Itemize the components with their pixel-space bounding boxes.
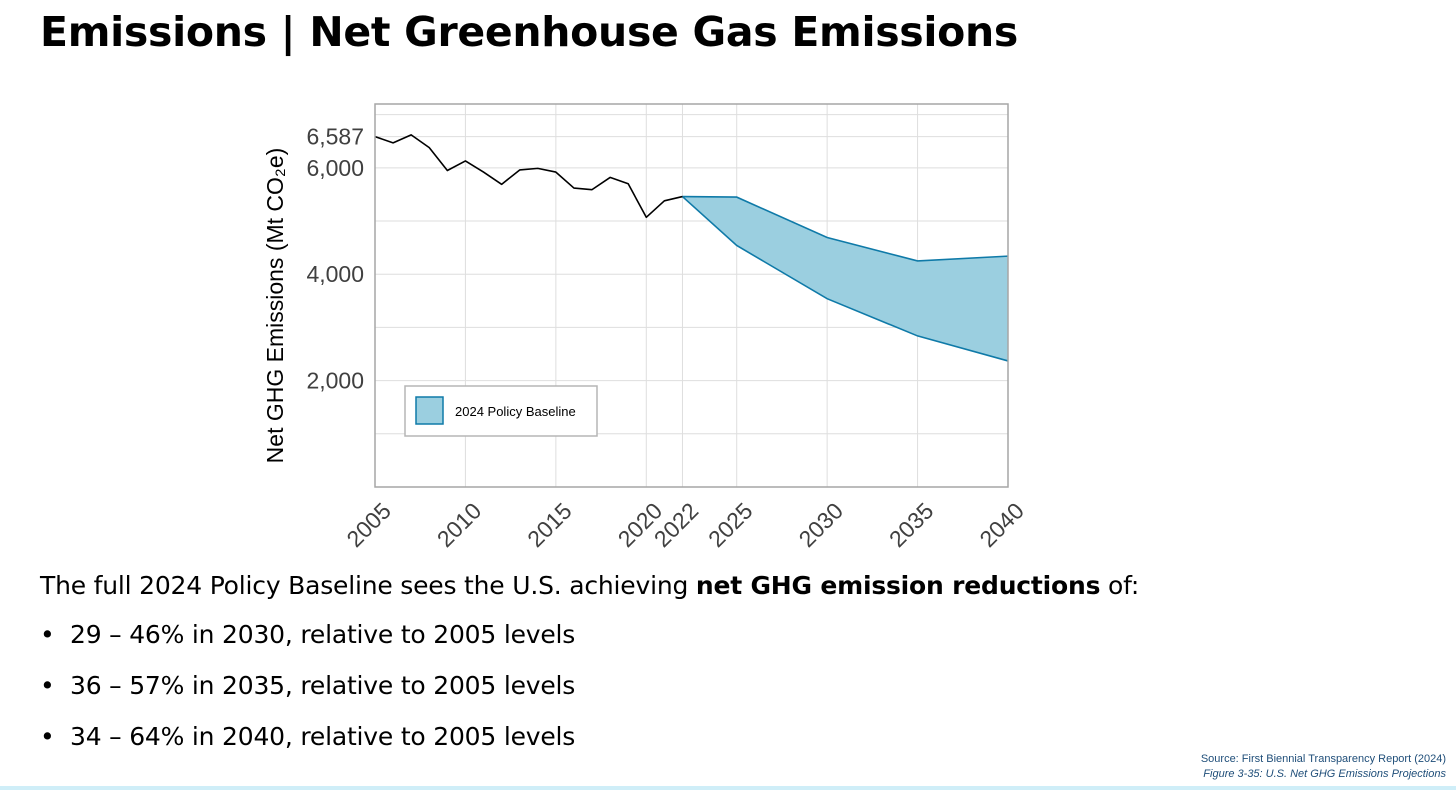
summary-bold: net GHG emission reductions <box>695 571 1101 600</box>
bullet-item: • 36 – 57% in 2035, relative to 2005 leve… <box>40 671 575 722</box>
legend-swatch <box>415 396 444 425</box>
bullet-item: • 34 – 64% in 2040, relative to 2005 leve… <box>40 722 575 773</box>
bullet-symbol: • <box>40 620 55 649</box>
y-tick-label: 4,000 <box>306 261 364 287</box>
chart-legend: 2024 Policy Baseline <box>404 385 598 437</box>
legend-label: 2024 Policy Baseline <box>455 404 576 419</box>
x-tick-label: 2035 <box>884 498 939 553</box>
historical-emissions <box>374 134 683 219</box>
x-tick-label: 2015 <box>522 498 577 553</box>
x-tick-label: 2030 <box>793 498 848 553</box>
bullet-symbol: • <box>40 671 55 700</box>
source-citation: Source: First Biennial Transparency Repo… <box>1201 752 1446 782</box>
y-axis-label: Net GHG Emissions (Mt CO₂e) <box>262 148 288 464</box>
summary-prefix: The full 2024 Policy Baseline sees the U… <box>40 571 696 600</box>
policy-baseline-band <box>681 195 1009 362</box>
bullet-text: 36 – 57% in 2035, relative to 2005 level… <box>70 671 576 700</box>
x-tick-label: 2010 <box>432 498 487 553</box>
summary-suffix: of: <box>1100 571 1140 600</box>
policy-baseline-lower-line <box>681 195 1009 362</box>
plot-frame <box>374 103 1009 488</box>
x-tick-label: 2040 <box>974 498 1029 553</box>
source-line: Source: First Biennial Transparency Repo… <box>1200 753 1446 765</box>
policy-baseline-area <box>682 196 1008 361</box>
bottom-rule <box>0 786 1456 790</box>
bullet-text: 34 – 64% in 2040, relative to 2005 level… <box>70 722 576 751</box>
y-tick-label: 6,587 <box>306 124 364 150</box>
y-tick-label: 2,000 <box>306 368 364 394</box>
policy-baseline-upper-line <box>682 195 1009 262</box>
summary-text: The full 2024 Policy Baseline sees the U… <box>40 571 1139 600</box>
figure-caption: Figure 3-35: U.S. Net GHG Emissions Proj… <box>1203 768 1446 780</box>
slide-title: Emissions | Net Greenhouse Gas Emissions <box>40 8 1019 56</box>
x-tick-label: 2025 <box>703 498 758 553</box>
historical-line <box>374 134 683 219</box>
bullet-symbol: • <box>40 722 55 751</box>
bullet-item: • 29 – 46% in 2030, relative to 2005 leve… <box>40 620 575 671</box>
reduction-bullets: • 29 – 46% in 2030, relative to 2005 leve… <box>40 620 575 773</box>
y-tick-label: 6,000 <box>306 155 364 181</box>
y-tick-labels: 2,000 4,000 6,000 6,587 <box>306 124 364 394</box>
bullet-text: 29 – 46% in 2030, relative to 2005 level… <box>70 620 576 649</box>
x-tick-label: 2005 <box>341 498 396 553</box>
